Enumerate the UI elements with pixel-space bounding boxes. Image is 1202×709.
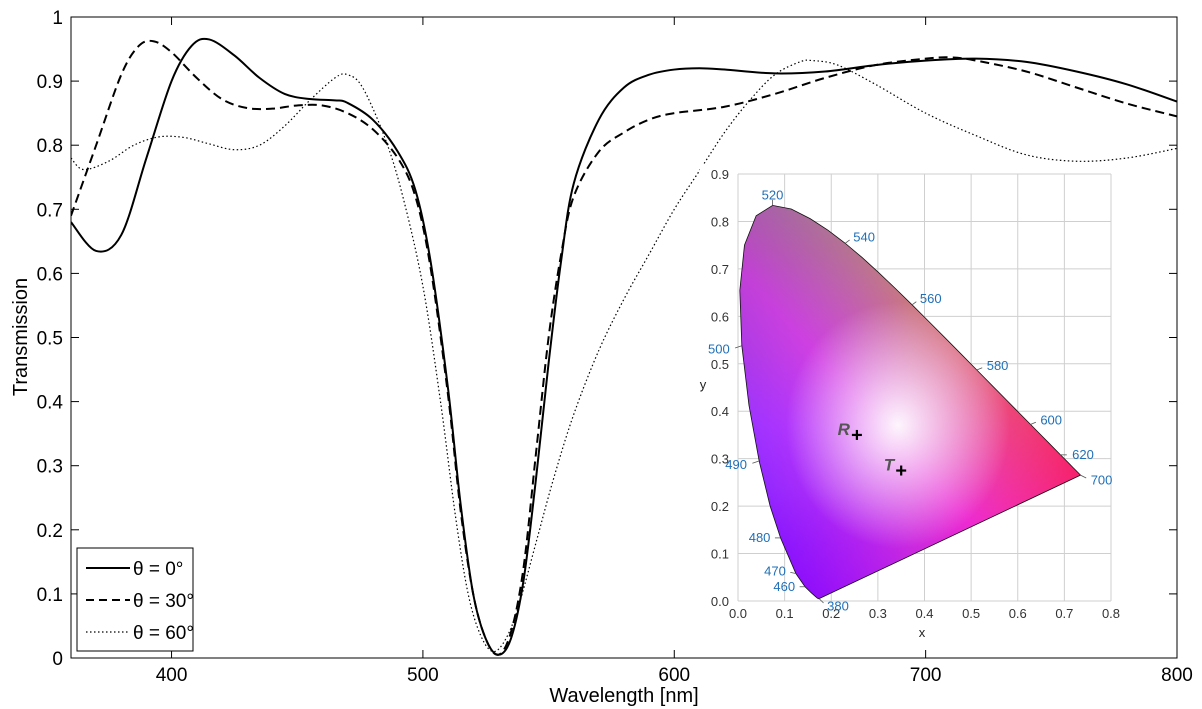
- y-tick-label: 0.5: [37, 329, 63, 350]
- legend-label-1: θ = 30°: [133, 591, 194, 612]
- wavelength-label: 580: [987, 358, 1009, 373]
- wavelength-tick: [1080, 474, 1087, 479]
- x-tick-label: 500: [407, 665, 439, 686]
- series-line-1: [71, 39, 1177, 656]
- y-tick-label: 0.2: [37, 521, 63, 542]
- inset-x-tick-label: 0.2: [822, 606, 840, 621]
- x-tick-label: 700: [910, 665, 942, 686]
- inset-y-tick-label: 0.0: [711, 594, 729, 609]
- wavelength-label: 460: [773, 579, 795, 594]
- wavelength-label: 480: [749, 530, 771, 545]
- legend-box: [76, 547, 194, 652]
- wavelength-tick: [976, 367, 983, 371]
- y-tick-label: 0.8: [37, 136, 63, 157]
- inset-y-tick-label: 0.8: [711, 214, 729, 229]
- spectral-locus: [739, 204, 1082, 600]
- wavelength-label: 520: [762, 187, 784, 202]
- x-tick-label: 400: [156, 665, 188, 686]
- inset-x-tick-label: 0.1: [776, 606, 794, 621]
- x-tick-label: 600: [658, 665, 690, 686]
- marker-label: R: [838, 420, 851, 439]
- inset-y-tick-label: 0.4: [711, 404, 729, 419]
- inset-x-tick-label: 0.0: [729, 606, 747, 621]
- inset-markers: RT: [838, 420, 907, 476]
- main-axis-ticks: 400 500 600 700 800 0 0.1 0.2 0.3 0.4 0.5 0.6 0.7 0.8…: [37, 8, 1193, 686]
- inset-x-axis-label: x: [919, 625, 926, 640]
- inset-chart: 0.0 0.1 0.2 0.3 0.4 0.5 0.6 0.7 0.8 0.0 0.1 0.2 0.3 0…: [700, 164, 1132, 648]
- inset-x-tick-label: 0.4: [915, 606, 933, 621]
- main-series-lines: [71, 37, 1177, 656]
- inset-x-tick-label: 0.3: [869, 606, 887, 621]
- wavelength-tick: [1030, 421, 1036, 425]
- inset-x-tick-label: 0.8: [1102, 606, 1120, 621]
- x-tick-label: 800: [1161, 665, 1193, 686]
- y-tick-label: 0: [52, 649, 63, 670]
- wavelength-label: 380: [827, 599, 849, 614]
- legend-label-2: θ = 60°: [133, 623, 194, 644]
- y-tick-label: 0.3: [37, 457, 63, 478]
- inset-y-axis-label: y: [700, 377, 707, 392]
- legend: θ = 0° θ = 30° θ = 60°: [76, 547, 194, 652]
- inset-x-tick-label: 0.5: [962, 606, 980, 621]
- inset-x-tick-label: 0.6: [1009, 606, 1027, 621]
- inset-y-tick-label: 0.7: [711, 262, 729, 277]
- y-tick-label: 0.9: [37, 72, 63, 93]
- wavelength-label: 600: [1040, 413, 1062, 428]
- wavelength-label: 620: [1072, 447, 1094, 462]
- inset-x-tick-label: 0.7: [1055, 606, 1073, 621]
- wavelength-label: 470: [764, 563, 786, 578]
- wavelength-tick: [911, 301, 917, 306]
- y-tick-label: 0.6: [37, 264, 63, 285]
- inset-y-tick-label: 0.5: [711, 357, 729, 372]
- inset-y-tick-label: 0.3: [711, 452, 729, 467]
- inset-y-tick-label: 0.6: [711, 309, 729, 324]
- wavelength-tick: [818, 598, 824, 604]
- y-axis-label: Transmission: [10, 278, 32, 396]
- x-axis-label: Wavelength [nm]: [549, 685, 698, 707]
- legend-label-0: θ = 0°: [133, 559, 183, 580]
- wavelength-tick: [735, 345, 742, 349]
- inset-y-tick-label: 0.1: [711, 547, 729, 562]
- wavelength-tick: [790, 571, 796, 574]
- y-tick-label: 0.7: [37, 200, 63, 221]
- series-line-2: [71, 59, 1177, 653]
- wavelength-tick: [844, 239, 850, 244]
- y-tick-label: 0.4: [37, 393, 64, 414]
- marker-label: T: [884, 456, 896, 475]
- wavelength-label: 500: [708, 342, 730, 357]
- wavelength-tick: [752, 460, 760, 464]
- wavelength-label: 490: [725, 457, 747, 472]
- inset-y-tick-label: 0.9: [711, 167, 729, 182]
- y-tick-label: 1: [52, 8, 63, 29]
- inset-y-tick-label: 0.2: [711, 499, 729, 514]
- wavelength-label: 700: [1091, 472, 1113, 487]
- wavelength-label: 540: [853, 229, 875, 244]
- y-tick-label: 0.1: [37, 585, 63, 606]
- inset-axis-ticks: 0.0 0.1 0.2 0.3 0.4 0.5 0.6 0.7 0.8 0.0 0.1 0.2 0.3 0…: [711, 167, 1120, 621]
- wavelength-label: 560: [920, 291, 942, 306]
